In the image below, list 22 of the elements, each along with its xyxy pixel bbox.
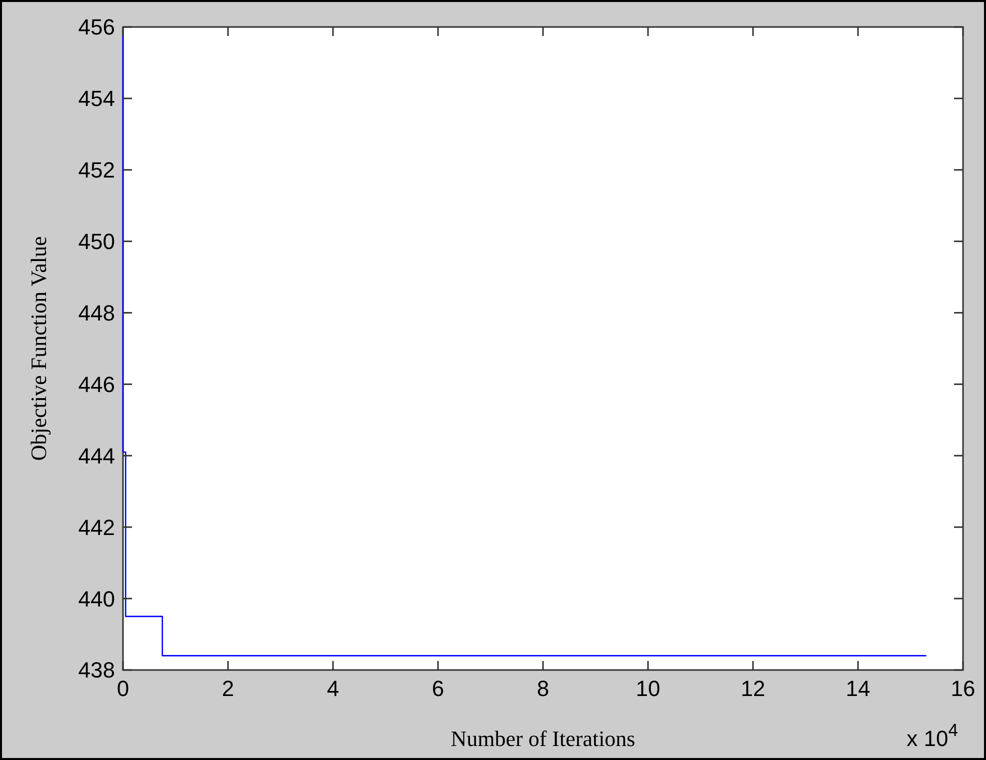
y-tick-label: 450 — [78, 229, 115, 254]
x-tick-label: 12 — [740, 676, 766, 701]
x-tick-label: 10 — [636, 676, 660, 701]
x-tick-label: 8 — [536, 676, 550, 701]
x-tick-label: 0 — [116, 676, 130, 701]
x-tick-label: 14 — [846, 676, 870, 701]
x-axis-title: Number of Iterations — [450, 726, 636, 751]
y-axis-title: Objective Function Value — [26, 236, 51, 461]
text: x 10$^{4}$ — [906, 720, 958, 751]
y-tick-label: 456 — [78, 14, 115, 40]
x-tick-label: 16 — [950, 676, 976, 701]
x-tick-label: 2 — [222, 676, 234, 701]
x-tick-label: 6 — [432, 676, 444, 701]
y-tick-label: 442 — [78, 514, 115, 540]
y-tick-label: 444 — [78, 443, 115, 468]
y-tick-label: 452 — [78, 158, 115, 183]
y-tick-label: 440 — [78, 586, 115, 612]
x-tick-label: 4 — [326, 676, 340, 701]
y-tick-label: 448 — [78, 300, 115, 326]
y-tick-label: 454 — [78, 86, 115, 112]
y-tick-label: 446 — [78, 372, 115, 397]
y-tick-label: 438 — [78, 658, 115, 683]
